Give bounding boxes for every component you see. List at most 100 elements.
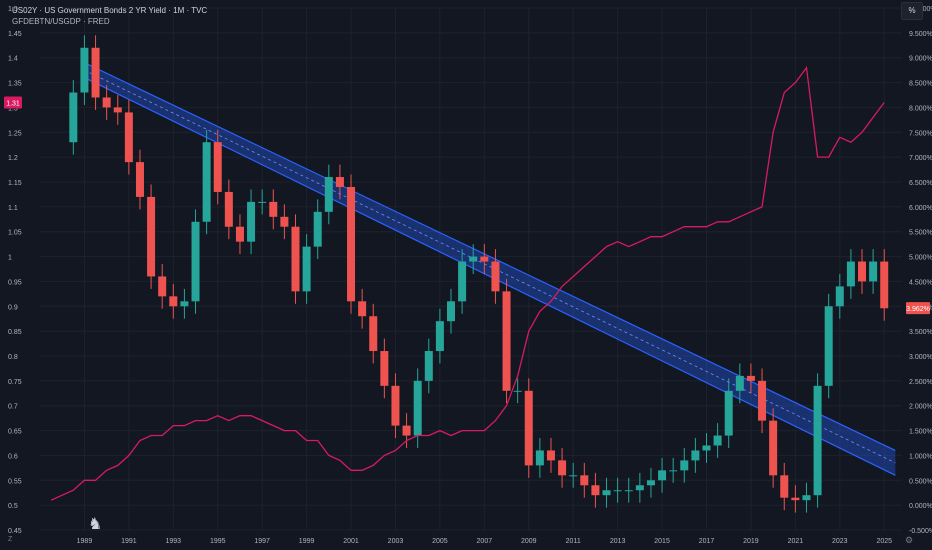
candle-body	[269, 201, 278, 217]
candle-body	[535, 450, 544, 466]
candle-body	[347, 186, 356, 302]
candle-body	[147, 196, 156, 277]
left-tick-label: 1	[8, 255, 12, 262]
left-tick-label: 1.05	[8, 230, 22, 237]
left-tick-label: 1.35	[8, 81, 22, 88]
log-scale-toggle[interactable]: Z	[8, 536, 13, 543]
candle-body	[480, 256, 489, 262]
candle-body	[624, 490, 633, 492]
regression-channel[interactable]	[84, 62, 896, 476]
left-tick-label: 1.15	[8, 180, 22, 187]
candle-body	[569, 475, 578, 477]
tradingview-logo-icon: ♞	[88, 516, 103, 533]
candle-body	[402, 425, 411, 436]
chart-subtitle: GFDEBTN/USGDP · FRED	[12, 17, 110, 26]
left-tick-label: 1.4	[8, 56, 18, 63]
left-tick-label: 0.95	[8, 279, 22, 286]
left-tick-label: 1.45	[8, 31, 22, 38]
percent-scale-button[interactable]: %	[901, 2, 923, 20]
candle-body	[458, 261, 467, 302]
left-tick-label: 0.7	[8, 404, 18, 411]
candle-body	[424, 351, 433, 381]
candle-body	[202, 142, 211, 222]
candle-body	[791, 497, 800, 501]
x-tick-label: 2007	[477, 538, 493, 545]
left-tick-label: 0.5	[8, 503, 18, 510]
candle-body	[758, 380, 767, 421]
candle-body	[735, 375, 744, 391]
x-tick-label: 1991	[121, 538, 137, 545]
candle-body	[313, 211, 322, 247]
left-tick-label: 1.2	[8, 155, 18, 162]
x-tick-label: 1989	[77, 538, 93, 545]
candle-body	[746, 375, 755, 381]
candle-body	[724, 390, 733, 436]
candle-body	[435, 321, 444, 352]
candle-body	[258, 201, 267, 203]
candle-body	[635, 485, 644, 491]
candle-body	[558, 460, 567, 476]
left-tick-label: 0.75	[8, 379, 22, 386]
candle-body	[858, 261, 867, 282]
left-tick-label: 0.6	[8, 453, 18, 460]
x-tick-label: 2001	[343, 538, 359, 545]
candle-body	[80, 47, 89, 93]
candle-body	[824, 306, 833, 386]
right-tick-label: 6.500%	[909, 180, 932, 187]
right-tick-label: 1.000%	[909, 453, 932, 460]
x-tick-label: 2011	[566, 538, 581, 545]
candle-body	[513, 390, 522, 392]
x-tick-label: 2019	[743, 538, 759, 545]
right-tick-label: 4.500%	[909, 279, 932, 286]
candle-body	[802, 495, 811, 501]
candle-body	[658, 470, 667, 481]
time-axis: 1989 1991 1993 1995 1997 1999 2001 2003 2005 2007…	[77, 538, 892, 545]
x-tick-label: 2005	[432, 538, 448, 545]
right-last-value-text: 3.962%	[906, 306, 930, 313]
candle-body	[591, 485, 600, 496]
x-tick-label: 2009	[521, 538, 537, 545]
chart-title: US02Y · US Government Bonds 2 YR Yield ·…	[12, 6, 208, 15]
candle-body	[413, 380, 422, 436]
candle-body	[358, 301, 367, 317]
candle-body	[691, 450, 700, 461]
candle-body	[491, 261, 500, 292]
left-tick-label: 1.1	[8, 205, 18, 212]
candle-body	[369, 316, 378, 352]
right-tick-label: 6.000%	[909, 205, 932, 212]
candle-body	[102, 97, 111, 108]
candle-body	[280, 216, 289, 227]
gear-icon[interactable]: ⚙	[905, 535, 914, 545]
candle-body	[213, 142, 222, 192]
channel-lower-line	[84, 77, 896, 476]
candle-body	[680, 460, 689, 471]
candle-body	[713, 435, 722, 446]
candle-body	[780, 475, 789, 498]
right-tick-label: 5.500%	[909, 230, 932, 237]
x-tick-label: 2025	[876, 538, 892, 545]
x-tick-label: 2023	[832, 538, 848, 545]
right-tick-label: -0.500%	[909, 528, 932, 535]
right-tick-label: 7.000%	[909, 155, 932, 162]
right-tick-label: 3.000%	[909, 354, 932, 361]
debt-to-gdp-series-line	[50, 66, 885, 501]
x-tick-label: 2003	[388, 538, 404, 545]
candle-body	[646, 480, 655, 486]
candle-body	[869, 261, 878, 282]
left-tick-label: 0.85	[8, 329, 22, 336]
candle-body	[135, 162, 144, 197]
candle-body	[702, 445, 711, 451]
candle-body	[158, 276, 167, 297]
channel-fill	[84, 62, 896, 476]
candle-body	[880, 261, 889, 309]
candle-body	[224, 191, 233, 227]
candle-body	[191, 221, 200, 302]
right-tick-label: 2.000%	[909, 404, 932, 411]
left-tick-label: 0.55	[8, 478, 22, 485]
x-tick-label: 1995	[210, 538, 226, 545]
right-tick-label: 9.500%	[909, 31, 932, 38]
right-tick-label: 0.000%	[909, 503, 932, 510]
left-tick-label: 0.9	[8, 304, 18, 311]
right-tick-label: 8.500%	[909, 81, 932, 88]
